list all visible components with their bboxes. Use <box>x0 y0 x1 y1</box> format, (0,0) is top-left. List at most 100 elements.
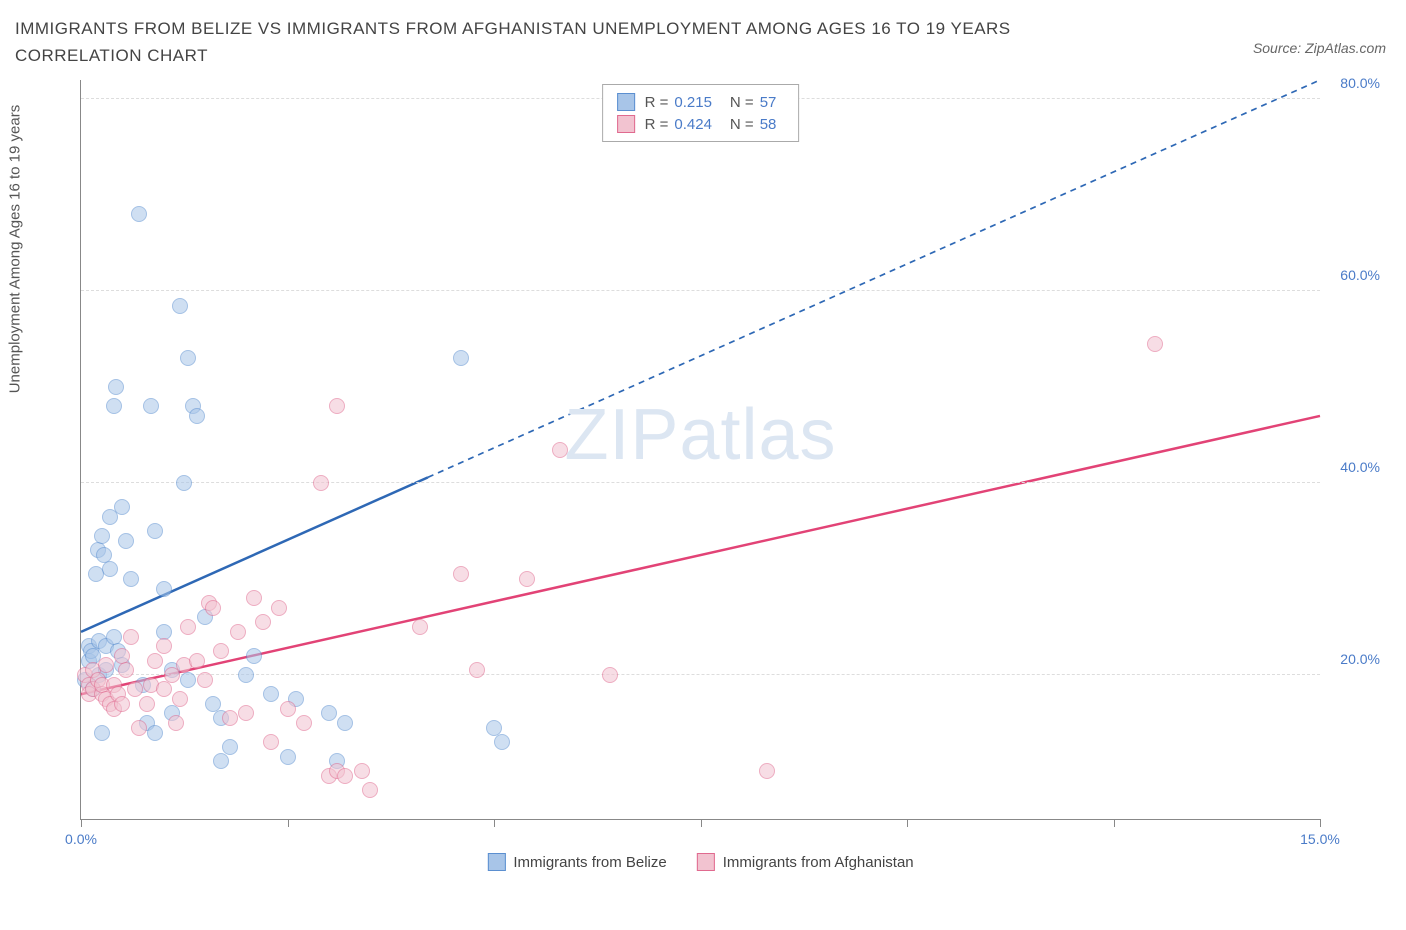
y-tick-label: 80.0% <box>1340 75 1380 91</box>
scatter-point-belize <box>156 581 172 597</box>
x-tick <box>1114 819 1115 827</box>
scatter-point-belize <box>172 298 188 314</box>
scatter-point-afghanistan <box>271 600 287 616</box>
swatch-afghanistan <box>697 853 715 871</box>
scatter-point-belize <box>222 739 238 755</box>
scatter-point-afghanistan <box>519 571 535 587</box>
gridline <box>81 674 1320 675</box>
scatter-point-belize <box>453 350 469 366</box>
stats-legend: R = 0.215 N = 57 R = 0.424 N = 58 <box>602 84 800 142</box>
scatter-point-belize <box>337 715 353 731</box>
swatch-belize <box>487 853 505 871</box>
stats-row-afghanistan: R = 0.424 N = 58 <box>617 113 785 135</box>
y-tick-label: 60.0% <box>1340 267 1380 283</box>
scatter-point-afghanistan <box>354 763 370 779</box>
scatter-point-afghanistan <box>602 667 618 683</box>
scatter-point-belize <box>180 672 196 688</box>
scatter-point-afghanistan <box>313 475 329 491</box>
n-label: N = <box>730 94 754 111</box>
scatter-point-afghanistan <box>114 696 130 712</box>
chart-container: Unemployment Among Ages 16 to 19 years Z… <box>60 80 1390 880</box>
swatch-belize <box>617 93 635 111</box>
gridline <box>81 482 1320 483</box>
n-value-afghanistan: 58 <box>760 116 777 133</box>
scatter-point-afghanistan <box>337 768 353 784</box>
watermark: ZIPatlas <box>564 394 836 476</box>
scatter-point-afghanistan <box>127 681 143 697</box>
scatter-point-afghanistan <box>296 715 312 731</box>
scatter-point-belize <box>102 561 118 577</box>
scatter-point-belize <box>118 533 134 549</box>
scatter-point-belize <box>280 749 296 765</box>
r-label: R = <box>645 116 669 133</box>
scatter-point-afghanistan <box>412 619 428 635</box>
scatter-point-afghanistan <box>222 710 238 726</box>
stats-row-belize: R =0.215N =57 <box>617 91 785 113</box>
scatter-point-afghanistan <box>118 662 134 678</box>
scatter-point-afghanistan <box>156 681 172 697</box>
n-value-belize: 57 <box>760 94 777 111</box>
scatter-point-belize <box>263 686 279 702</box>
scatter-point-afghanistan <box>759 763 775 779</box>
scatter-point-afghanistan <box>280 701 296 717</box>
scatter-point-afghanistan <box>329 398 345 414</box>
scatter-point-belize <box>106 398 122 414</box>
scatter-point-belize <box>94 725 110 741</box>
chart-title: IMMIGRANTS FROM BELIZE VS IMMIGRANTS FRO… <box>15 15 1115 69</box>
scatter-point-belize <box>123 571 139 587</box>
scatter-point-afghanistan <box>131 720 147 736</box>
scatter-point-afghanistan <box>1147 336 1163 352</box>
y-tick-label: 20.0% <box>1340 651 1380 667</box>
r-value-belize: 0.215 <box>674 94 712 111</box>
scatter-point-belize <box>246 648 262 664</box>
scatter-point-belize <box>238 667 254 683</box>
scatter-point-belize <box>213 753 229 769</box>
x-tick-label: 0.0% <box>65 831 97 847</box>
trendline-belize <box>81 477 428 632</box>
scatter-point-belize <box>143 398 159 414</box>
gridline <box>81 290 1320 291</box>
scatter-point-belize <box>494 734 510 750</box>
scatter-point-belize <box>176 475 192 491</box>
scatter-point-belize <box>114 499 130 515</box>
scatter-point-afghanistan <box>255 614 271 630</box>
n-label: N = <box>730 116 754 133</box>
x-tick <box>81 819 82 827</box>
scatter-point-afghanistan <box>180 619 196 635</box>
trend-lines-svg <box>81 80 1320 819</box>
scatter-point-afghanistan <box>123 629 139 645</box>
scatter-point-afghanistan <box>189 653 205 669</box>
scatter-point-belize <box>180 350 196 366</box>
scatter-point-belize <box>108 379 124 395</box>
scatter-point-afghanistan <box>453 566 469 582</box>
scatter-point-afghanistan <box>147 653 163 669</box>
scatter-point-afghanistan <box>156 638 172 654</box>
scatter-point-afghanistan <box>362 782 378 798</box>
swatch-afghanistan <box>617 115 635 133</box>
y-tick-label: 40.0% <box>1340 459 1380 475</box>
scatter-point-afghanistan <box>552 442 568 458</box>
legend-label-belize: Immigrants from Belize <box>513 854 666 871</box>
scatter-point-belize <box>147 725 163 741</box>
legend-item-afghanistan: Immigrants from Afghanistan <box>697 853 914 871</box>
scatter-point-belize <box>131 206 147 222</box>
scatter-point-afghanistan <box>168 715 184 731</box>
scatter-point-afghanistan <box>213 643 229 659</box>
scatter-point-belize <box>94 528 110 544</box>
watermark-bold: ZIP <box>564 395 679 475</box>
x-tick <box>1320 819 1321 827</box>
legend-item-belize: Immigrants from Belize <box>487 853 666 871</box>
x-tick <box>494 819 495 827</box>
r-value-afghanistan: 0.424 <box>674 116 712 133</box>
trendline-dashed-belize <box>428 80 1320 477</box>
plot-area: ZIPatlas R =0.215N =57R =0.424N =58 Immi… <box>80 80 1320 820</box>
x-tick <box>907 819 908 827</box>
x-tick-label: 15.0% <box>1300 831 1340 847</box>
scatter-point-belize <box>189 408 205 424</box>
scatter-point-afghanistan <box>246 590 262 606</box>
scatter-point-afghanistan <box>172 691 188 707</box>
legend-label-afghanistan: Immigrants from Afghanistan <box>723 854 914 871</box>
x-tick <box>288 819 289 827</box>
source-attribution: Source: ZipAtlas.com <box>1253 40 1386 56</box>
scatter-point-afghanistan <box>139 696 155 712</box>
